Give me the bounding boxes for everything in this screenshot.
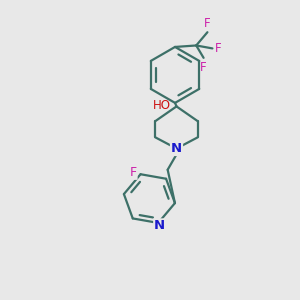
Text: HO: HO	[153, 99, 171, 112]
Text: N: N	[171, 142, 182, 155]
Text: N: N	[154, 219, 165, 232]
Text: F: F	[130, 166, 137, 179]
Text: F: F	[215, 42, 222, 55]
Text: F: F	[200, 61, 207, 74]
Text: F: F	[204, 17, 211, 30]
